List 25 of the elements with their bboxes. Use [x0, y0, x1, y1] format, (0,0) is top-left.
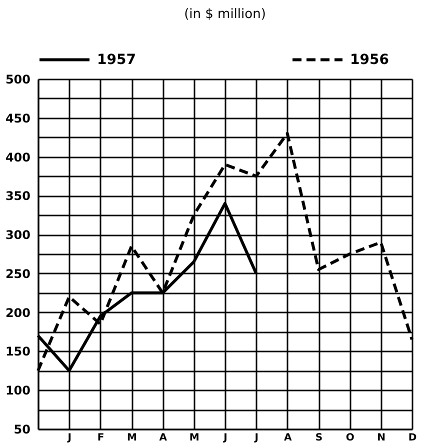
chart-title: (in $ million)	[184, 7, 266, 22]
x-tick-label: M	[189, 432, 200, 444]
x-tick-label: J	[254, 432, 259, 444]
y-tick-label: 300	[5, 228, 30, 242]
legend-label: 1956	[350, 52, 389, 68]
x-tick-label: F	[97, 432, 104, 444]
y-tick-label: 400	[5, 150, 30, 164]
x-tick-label: M	[127, 432, 138, 444]
x-tick-label: A	[284, 432, 292, 444]
y-tick-label: 250	[5, 266, 30, 281]
legend-label: 1957	[97, 52, 136, 68]
y-tick-label: 100	[5, 384, 30, 398]
y-tick-label: 150	[5, 344, 30, 359]
y-tick-label: 50	[14, 422, 30, 436]
x-tick-label: O	[346, 432, 354, 444]
x-tick-label: D	[408, 432, 417, 444]
x-tick-label: N	[377, 432, 386, 444]
x-tick-label: J	[222, 432, 228, 444]
x-tick-label: J	[66, 432, 72, 444]
x-tick-label: S	[315, 432, 323, 444]
y-tick-label: 350	[5, 189, 30, 204]
y-tick-label: 450	[5, 111, 30, 126]
x-tick-label: A	[159, 432, 168, 444]
y-tick-label: 200	[5, 306, 30, 320]
y-tick-label: 500	[5, 72, 30, 86]
